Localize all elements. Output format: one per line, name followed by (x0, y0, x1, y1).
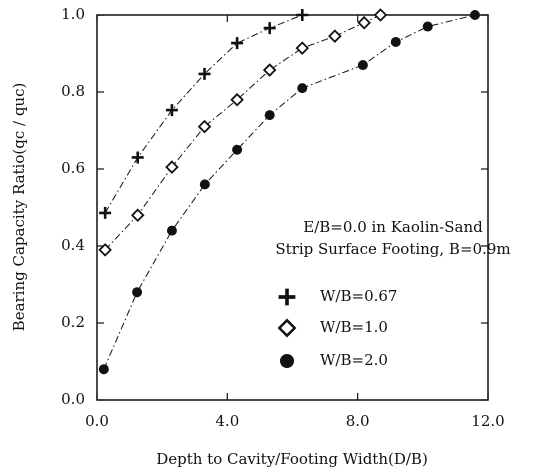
diamond-marker (165, 160, 179, 174)
fit-curve (103, 14, 476, 370)
circle-marker (357, 60, 368, 71)
diamond-marker (230, 92, 244, 107)
diamond-marker (295, 41, 310, 55)
plus-marker (165, 104, 178, 117)
circle-marker (390, 36, 401, 47)
circle-marker (232, 144, 243, 155)
annotation: Strip Surface Footing, B=0.9m (275, 240, 510, 258)
diamond-marker (98, 243, 112, 257)
legend-label: W/B=2.0 (320, 351, 388, 369)
diamond-marker (130, 208, 145, 222)
diamond-marker (328, 29, 342, 43)
plot-frame (96, 14, 489, 401)
plus-marker (231, 37, 244, 50)
plus-marker (198, 67, 211, 80)
legend-label: W/B=1.0 (320, 318, 388, 336)
fit-curve (104, 14, 381, 251)
diamond-marker (373, 8, 388, 22)
y-tick-label: 0.6 (61, 159, 85, 177)
diamond-marker (357, 15, 371, 30)
y-tick-label: 0.2 (61, 313, 85, 331)
plus-marker (99, 206, 112, 219)
x-tick-label: 4.0 (215, 412, 239, 430)
plus-marker (263, 22, 276, 35)
circle-marker (297, 83, 308, 94)
x-axis-label: Depth to Cavity/Footing Width(D/B) (156, 450, 428, 468)
x-tick-label: 8.0 (346, 412, 370, 430)
annotation: E/B=0.0 in Kaolin-Sand (303, 218, 483, 236)
legend-marker (278, 288, 296, 306)
y-tick-label: 0.4 (61, 236, 85, 254)
plus-marker (296, 9, 309, 21)
diamond-marker (262, 63, 277, 77)
circle-marker (422, 21, 433, 32)
circle-marker (98, 364, 109, 375)
legend-marker (277, 318, 297, 338)
y-tick-label: 0.0 (61, 390, 85, 408)
legend-marker (280, 354, 294, 368)
x-tick-label: 12.0 (471, 412, 504, 430)
circle-marker (469, 10, 480, 20)
circle-marker (264, 110, 275, 121)
diamond-marker (197, 119, 212, 134)
legend-label: W/B=0.67 (320, 287, 397, 305)
y-axis-label: Bearing Capacity Ratio(qc / quc) (10, 83, 28, 332)
x-tick-label: 0.0 (85, 412, 109, 430)
y-tick-label: 0.8 (61, 82, 85, 100)
circle-marker (199, 179, 210, 190)
circle-marker (132, 287, 143, 298)
circle-marker (166, 225, 177, 236)
plus-marker (131, 151, 144, 164)
y-tick-label: 1.0 (61, 5, 85, 23)
